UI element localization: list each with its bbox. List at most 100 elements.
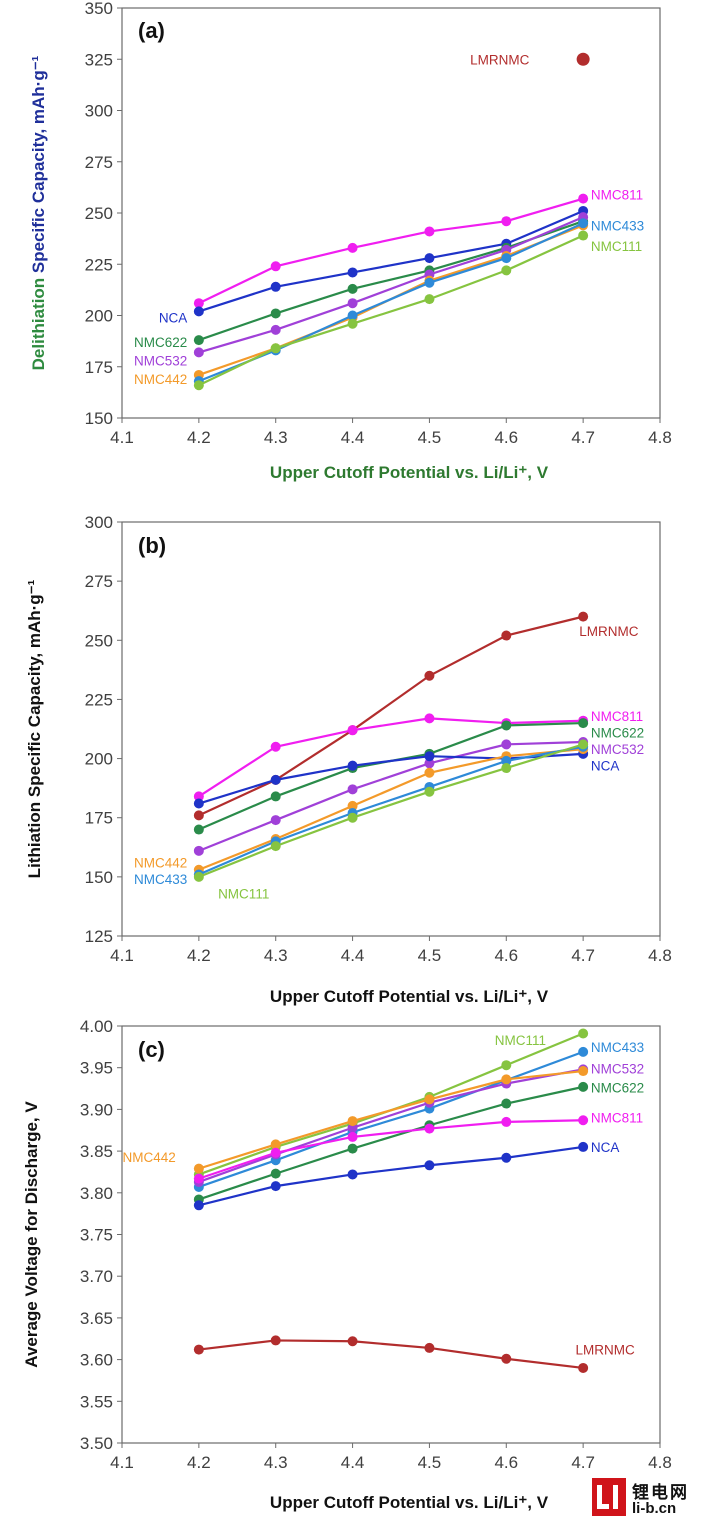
data-point: [578, 1115, 589, 1126]
series-label-nmc111: NMC111: [218, 886, 269, 901]
data-point: [424, 1123, 435, 1134]
data-point: [424, 767, 435, 778]
series-line: [198, 1119, 584, 1180]
y-axis-title-part: Delithiation: [29, 278, 48, 371]
series-label-nmc622: NMC622: [134, 335, 187, 350]
data-point: [578, 1028, 589, 1039]
x-tick-label: 4.5: [418, 1453, 442, 1472]
data-point: [270, 308, 281, 319]
x-tick-label: 4.6: [494, 1453, 518, 1472]
data-point: [347, 1143, 358, 1154]
series-label-nmc622: NMC622: [591, 726, 644, 741]
series-label-nmc433: NMC433: [134, 872, 187, 887]
data-point: [270, 774, 281, 785]
series-line: [198, 748, 584, 871]
data-point: [578, 1141, 589, 1152]
x-tick-label: 4.1: [110, 428, 134, 447]
y-tick-label: 3.70: [80, 1267, 113, 1286]
y-tick-label: 275: [85, 153, 113, 172]
x-tick-label: 4.2: [187, 1453, 211, 1472]
series-label-nmc111: NMC111: [495, 1033, 546, 1048]
series-label-nmc111: NMC111: [591, 239, 642, 254]
data-point: [347, 760, 358, 771]
data-point: [270, 791, 281, 802]
panel-tag: (a): [138, 18, 165, 43]
data-point: [270, 815, 281, 826]
data-point: [424, 1094, 435, 1105]
data-point: [501, 1116, 512, 1127]
x-tick-label: 4.2: [187, 946, 211, 965]
data-point: [347, 283, 358, 294]
x-tick-label: 4.6: [494, 946, 518, 965]
y-tick-label: 250: [85, 631, 113, 650]
y-tick-label: 225: [85, 690, 113, 709]
series-line: [198, 717, 584, 798]
series-label-lmrnmc: LMRNMC: [470, 52, 529, 67]
data-point: [193, 335, 204, 346]
data-point: [193, 1344, 204, 1355]
data-point: [193, 347, 204, 358]
series-nmc622: [193, 1081, 589, 1205]
data-point: [193, 810, 204, 821]
data-point: [576, 52, 590, 66]
y-tick-label: 275: [85, 572, 113, 591]
x-tick-label: 4.5: [418, 428, 442, 447]
data-point: [193, 1163, 204, 1174]
y-tick-label: 225: [85, 255, 113, 274]
panel-a: 4.1 4.2 4.3 4.4 4.5 4.6 4.7 4.8 150 175 200 225 250 2…: [29, 0, 672, 482]
data-point: [578, 1066, 589, 1077]
data-point: [193, 798, 204, 809]
y-tick-label: 350: [85, 0, 113, 18]
data-point: [501, 1060, 512, 1071]
data-point: [578, 739, 589, 750]
data-point: [578, 230, 589, 241]
plot-frame: [121, 521, 661, 937]
data-point: [270, 281, 281, 292]
y-tick-label: 250: [85, 204, 113, 223]
x-tick-label: 4.1: [110, 946, 134, 965]
series-line: [198, 209, 584, 313]
y-tick-label: 300: [85, 102, 113, 121]
data-point: [270, 1335, 281, 1346]
data-point: [578, 1362, 589, 1373]
data-point: [501, 265, 512, 276]
data-point: [424, 253, 435, 264]
x-axis-title: Upper Cutoff Potential vs. Li/Li⁺, V: [270, 1493, 549, 1512]
series-line: [198, 216, 584, 354]
data-point: [193, 845, 204, 856]
data-point: [424, 1342, 435, 1353]
series-line: [198, 1050, 584, 1189]
data-point: [501, 739, 512, 750]
series-nmc111: [193, 1028, 589, 1180]
y-tick-label: 200: [85, 307, 113, 326]
series-nmc811: [193, 193, 589, 309]
data-point: [501, 216, 512, 227]
data-point: [501, 1353, 512, 1364]
series-lmrnmc: [193, 1335, 589, 1373]
panel-b: 4.1 4.2 4.3 4.4 4.5 4.6 4.7 4.8 125 150 175 200 225 2…: [25, 513, 672, 1006]
data-point: [347, 784, 358, 795]
watermark-red-block-icon: [592, 1478, 626, 1516]
y-tick-label: 3.60: [80, 1351, 113, 1370]
data-point: [424, 751, 435, 762]
data-point: [424, 277, 435, 288]
x-tick-label: 4.8: [648, 946, 672, 965]
panel-tag: (c): [138, 1037, 165, 1062]
series-label-nmc532: NMC532: [134, 354, 187, 369]
y-tick-label: 3.65: [80, 1309, 113, 1328]
series-line: [198, 1339, 584, 1370]
series-label-lmrnmc: LMRNMC: [579, 624, 638, 639]
series-label-nmc442: NMC442: [134, 856, 187, 871]
series-label-nmc811: NMC811: [591, 1111, 643, 1126]
data-point: [347, 1169, 358, 1180]
series-label-nmc532: NMC532: [591, 1062, 644, 1077]
data-point: [347, 725, 358, 736]
y-tick-label: 3.80: [80, 1184, 113, 1203]
y-axis-title-part: Specific Capacity, mAh·g⁻¹: [29, 55, 48, 277]
series-line: [198, 1068, 584, 1183]
series-label-nmc433: NMC433: [591, 218, 644, 233]
data-point: [578, 1046, 589, 1057]
y-tick-label: 125: [85, 927, 113, 946]
data-point: [424, 1160, 435, 1171]
data-point: [501, 1152, 512, 1163]
